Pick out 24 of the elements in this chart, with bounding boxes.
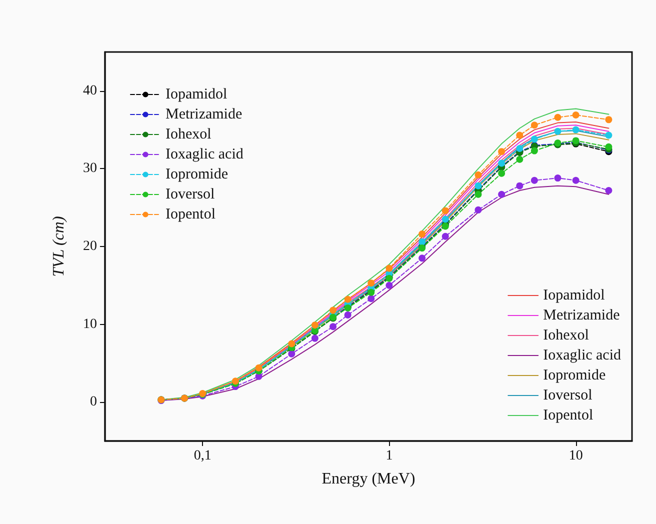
x-tick-label: 1: [386, 448, 393, 464]
legend-label: Ioxaglic acid: [166, 146, 244, 162]
legend-label: Iopamidol: [543, 288, 605, 304]
legend-label: Metrizamide: [543, 308, 620, 324]
x-axis-title: Energy (MeV): [322, 470, 416, 488]
legend-label: Ioversol: [543, 388, 592, 404]
legend-label: Iohexol: [543, 328, 589, 344]
y-tick-label: 40: [83, 83, 97, 98]
x-tick-label: 0,1: [194, 448, 212, 464]
legend-label: Iopromide: [543, 368, 606, 384]
y-tick-label: 30: [83, 161, 97, 176]
x-tick-label: 10: [568, 448, 583, 464]
y-tick-label: 10: [83, 316, 97, 332]
y-tick-label: 20: [83, 239, 97, 254]
legend-label: Iohexol: [166, 126, 212, 142]
legend-label: Iopromide: [166, 166, 228, 182]
legend-label: Iopentol: [166, 206, 216, 222]
y-tick-label: 0: [90, 394, 97, 410]
legend-label: Ioxaglic acid: [543, 348, 622, 364]
legend-label: Iopamidol: [166, 86, 228, 102]
y-axis-title: TVL (cm): [50, 216, 68, 277]
legend-label: Ioversol: [166, 186, 215, 202]
legend-label: Metrizamide: [166, 106, 242, 122]
legend-label: Iopentol: [543, 408, 594, 424]
